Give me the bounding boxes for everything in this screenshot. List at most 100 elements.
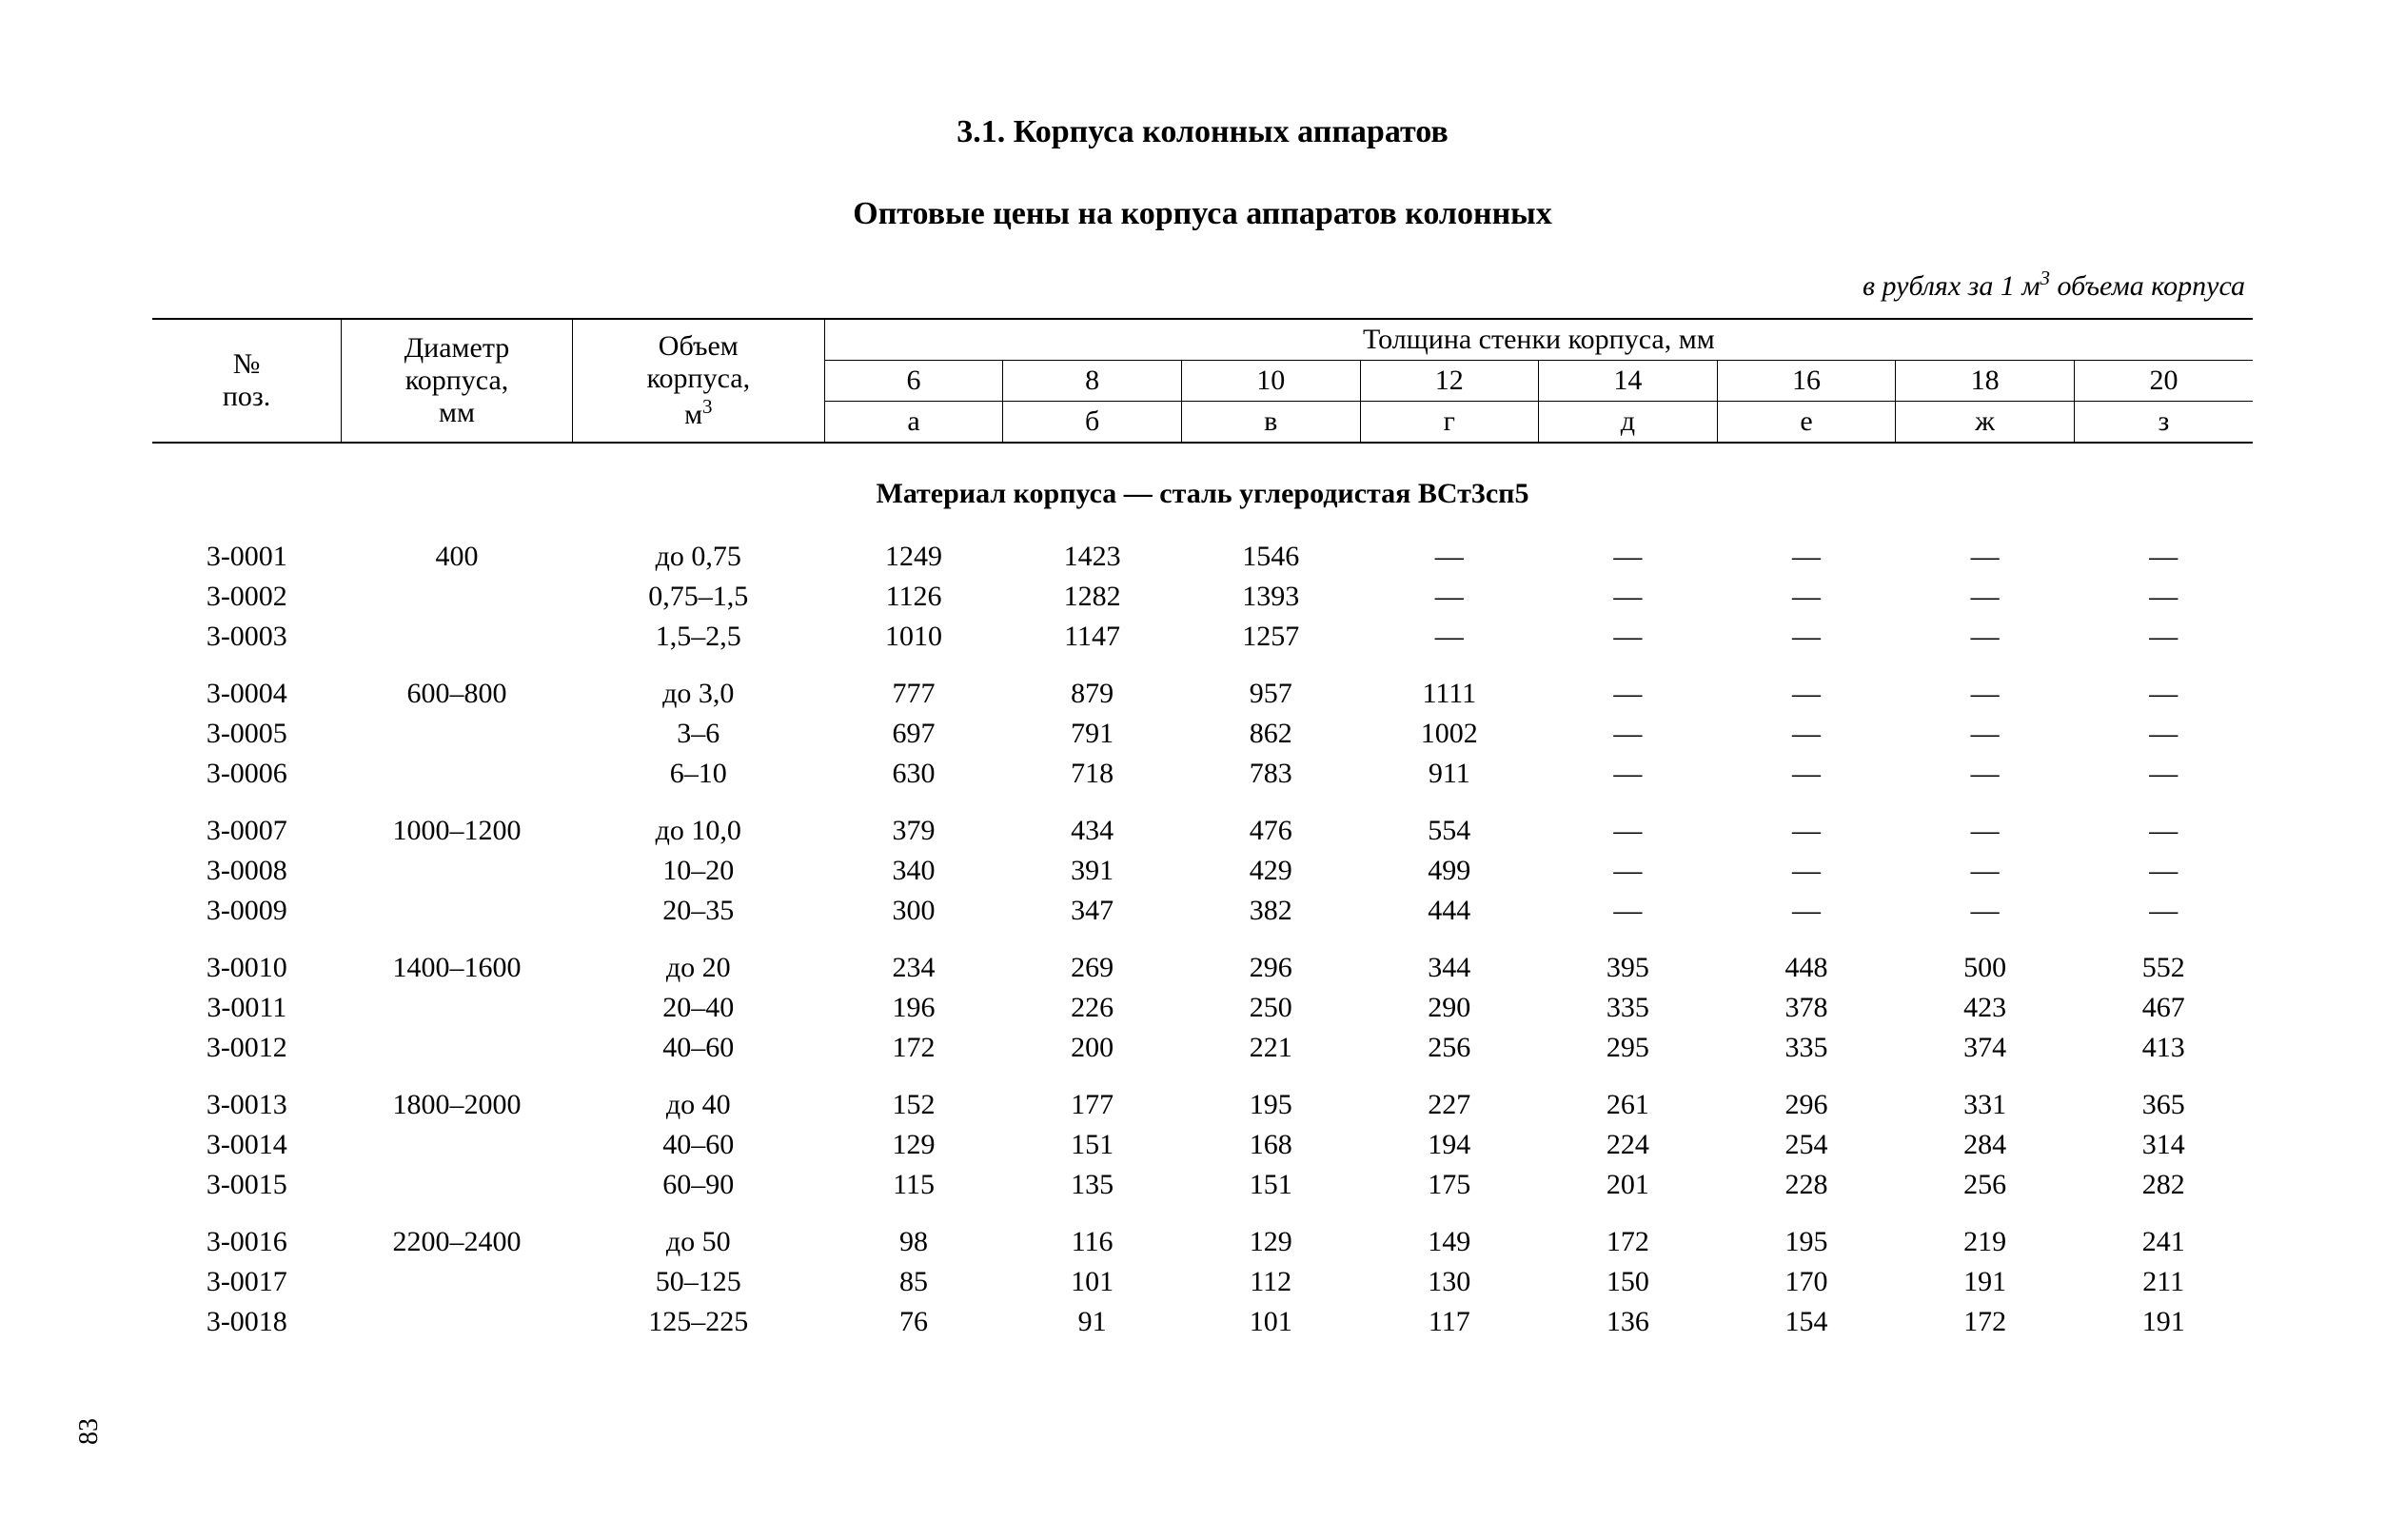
cell-value: 195	[1717, 1205, 1896, 1262]
cell-diameter	[342, 577, 573, 617]
cell-value: —	[1717, 714, 1896, 754]
cell-value: 117	[1360, 1302, 1539, 1342]
cell-pos: 3-0003	[152, 617, 342, 657]
cell-value: 911	[1360, 754, 1539, 794]
table-row: 3-00101400–1600до 2023426929634439544850…	[152, 931, 2253, 988]
table-row: 3-001750–12585101112130150170191211	[152, 1262, 2253, 1302]
cell-value: 282	[2074, 1165, 2253, 1205]
cell-value: 340	[824, 851, 1003, 891]
cell-value: 697	[824, 714, 1003, 754]
cell-value: 221	[1181, 1028, 1360, 1068]
cell-value: 129	[1181, 1205, 1360, 1262]
cell-value: —	[2074, 851, 2253, 891]
cell-value: —	[2074, 794, 2253, 851]
cell-value: 1249	[824, 537, 1003, 577]
cell-value: 552	[2074, 931, 2253, 988]
col-header-thickness-letter: в	[1181, 402, 1360, 444]
cell-pos: 3-0002	[152, 577, 342, 617]
cell-value: 226	[1003, 988, 1182, 1028]
cell-value: —	[2074, 754, 2253, 794]
cell-value: —	[1896, 754, 2075, 794]
col-header-thickness-num: 18	[1896, 361, 2075, 402]
col-header-pos: №поз.	[152, 319, 342, 443]
cell-value: —	[1717, 577, 1896, 617]
cell-value: —	[2074, 577, 2253, 617]
cell-value: 224	[1539, 1125, 1718, 1165]
cell-value: —	[2074, 537, 2253, 577]
cell-value: 423	[1896, 988, 2075, 1028]
cell-value: 500	[1896, 931, 2075, 988]
cell-value: 448	[1717, 931, 1896, 988]
cell-pos: 3-0004	[152, 657, 342, 714]
section-title: 3.1. Корпуса колонных аппаратов	[152, 114, 2253, 150]
cell-pos: 3-0005	[152, 714, 342, 754]
cell-pos: 3-0011	[152, 988, 342, 1028]
cell-value: 879	[1003, 657, 1182, 714]
cell-value: 344	[1360, 931, 1539, 988]
cell-value: 413	[2074, 1028, 2253, 1068]
cell-value: 254	[1717, 1125, 1896, 1165]
cell-value: 554	[1360, 794, 1539, 851]
cell-value: —	[1539, 714, 1718, 754]
cell-value: 129	[824, 1125, 1003, 1165]
cell-value: —	[1896, 851, 2075, 891]
cell-pos: 3-0017	[152, 1262, 342, 1302]
cell-volume: до 10,0	[572, 794, 824, 851]
cell-value: 791	[1003, 714, 1182, 754]
cell-value: —	[1896, 657, 2075, 714]
cell-pos: 3-0007	[152, 794, 342, 851]
cell-value: 347	[1003, 891, 1182, 931]
cell-volume: 125–225	[572, 1302, 824, 1342]
cell-value: 195	[1181, 1068, 1360, 1125]
col-header-diameter: Диаметркорпуса,мм	[342, 319, 573, 443]
cell-value: 130	[1360, 1262, 1539, 1302]
col-header-thickness-letter: б	[1003, 402, 1182, 444]
cell-value: 170	[1717, 1262, 1896, 1302]
cell-value: —	[1717, 794, 1896, 851]
cell-value: 112	[1181, 1262, 1360, 1302]
units-note: в рублях за 1 м3 объема корпуса	[152, 267, 2253, 303]
cell-volume: до 3,0	[572, 657, 824, 714]
cell-value: 957	[1181, 657, 1360, 714]
col-header-thickness-letter: д	[1539, 402, 1718, 444]
table-row: 3-00031,5–2,5101011471257—————	[152, 617, 2253, 657]
col-header-thickness-letter: ж	[1896, 402, 2075, 444]
cell-value: 116	[1003, 1205, 1182, 1262]
table-row: 3-00066–10630718783911————	[152, 754, 2253, 794]
table-header: №поз. Диаметркорпуса,мм Объемкорпуса,м3 …	[152, 319, 2253, 443]
cell-value: —	[2074, 657, 2253, 714]
cell-diameter: 1400–1600	[342, 931, 573, 988]
col-header-volume: Объемкорпуса,м3	[572, 319, 824, 443]
cell-value: 1111	[1360, 657, 1539, 714]
cell-value: 172	[1539, 1205, 1718, 1262]
cell-value: 256	[1360, 1028, 1539, 1068]
cell-diameter	[342, 1028, 573, 1068]
cell-value: —	[1717, 537, 1896, 577]
table-row: 3-0018125–2257691101117136154172191	[152, 1302, 2253, 1342]
cell-value: 284	[1896, 1125, 2075, 1165]
cell-value: 296	[1181, 931, 1360, 988]
cell-value: 154	[1717, 1302, 1896, 1342]
cell-value: 196	[824, 988, 1003, 1028]
cell-value: —	[1539, 617, 1718, 657]
cell-volume: 1,5–2,5	[572, 617, 824, 657]
cell-value: 201	[1539, 1165, 1718, 1205]
cell-value: 150	[1539, 1262, 1718, 1302]
col-header-thickness-num: 8	[1003, 361, 1182, 402]
cell-volume: 20–40	[572, 988, 824, 1028]
cell-value: —	[1896, 577, 2075, 617]
cell-value: 1147	[1003, 617, 1182, 657]
cell-value: 1393	[1181, 577, 1360, 617]
cell-pos: 3-0018	[152, 1302, 342, 1342]
cell-diameter	[342, 891, 573, 931]
cell-value: 115	[824, 1165, 1003, 1205]
cell-value: 191	[1896, 1262, 2075, 1302]
cell-volume: 40–60	[572, 1028, 824, 1068]
cell-pos: 3-0014	[152, 1125, 342, 1165]
cell-diameter	[342, 851, 573, 891]
col-header-thickness-num: 20	[2074, 361, 2253, 402]
table-row: 3-00071000–1200до 10,0379434476554————	[152, 794, 2253, 851]
page-number: 83	[74, 1418, 105, 1445]
cell-value: 149	[1360, 1205, 1539, 1262]
table-row: 3-00131800–2000до 4015217719522726129633…	[152, 1068, 2253, 1125]
